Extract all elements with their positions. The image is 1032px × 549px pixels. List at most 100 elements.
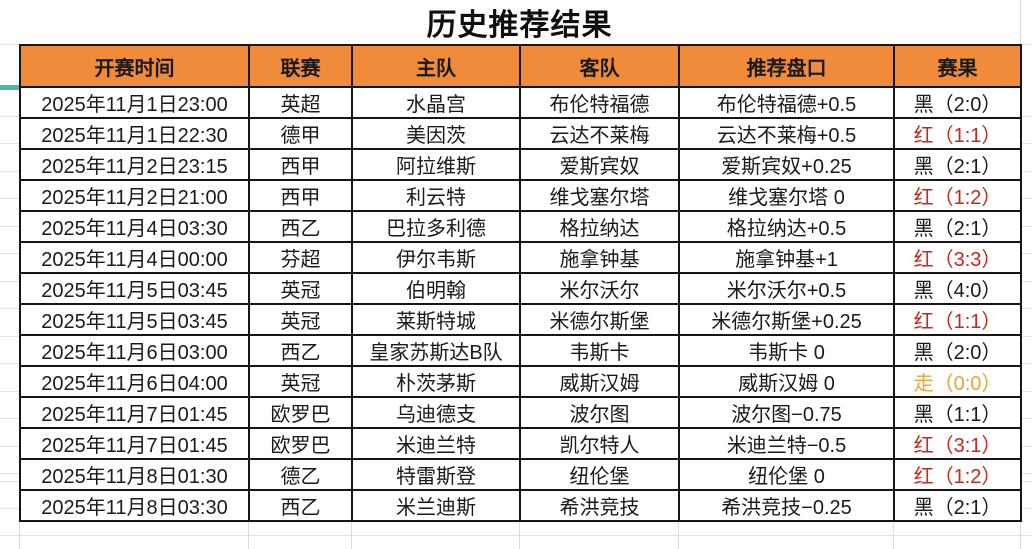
table-row: 2025年11月1日23:00 英超 水晶宫 布伦特福德 布伦特福德+0.5 黑（2:0）	[19, 86, 1022, 119]
cell-away[interactable]: 米德尔斯堡	[519, 303, 680, 336]
cell-time[interactable]: 2025年11月1日23:00	[19, 86, 250, 119]
cell-away[interactable]: 纽伦堡	[519, 458, 680, 491]
cell-result[interactable]: 黑（2:0）	[893, 86, 1022, 119]
cell-time[interactable]: 2025年11月1日22:30	[19, 117, 250, 150]
cell-handicap[interactable]: 波尔图−0.75	[678, 396, 895, 429]
cell-time[interactable]: 2025年11月5日03:45	[19, 303, 250, 336]
cell-league[interactable]: 英超	[248, 86, 353, 119]
cell-home[interactable]: 利云特	[351, 179, 521, 212]
cell-handicap[interactable]: 威斯汉姆 0	[678, 365, 895, 398]
cell-away[interactable]: 格拉纳达	[519, 210, 680, 243]
cell-handicap[interactable]: 爱斯宾奴+0.25	[678, 148, 895, 181]
cell-home[interactable]: 特雷斯登	[351, 458, 521, 491]
cell-home[interactable]: 莱斯特城	[351, 303, 521, 336]
cell-handicap[interactable]: 布伦特福德+0.5	[678, 86, 895, 119]
cell-league[interactable]: 英冠	[248, 303, 353, 336]
cell-time[interactable]: 2025年11月7日01:45	[19, 427, 250, 460]
cell-league[interactable]: 西乙	[248, 334, 353, 367]
cell-league[interactable]: 欧罗巴	[248, 427, 353, 460]
cell-handicap[interactable]: 希洪竞技−0.25	[678, 489, 895, 522]
cell-time[interactable]: 2025年11月5日03:45	[19, 272, 250, 305]
cell-handicap[interactable]: 维戈塞尔塔 0	[678, 179, 895, 212]
cell-away[interactable]: 米尔沃尔	[519, 272, 680, 305]
table-row: 2025年11月7日01:45 欧罗巴 米迪兰特 凯尔特人 米迪兰特−0.5 红（3:1）	[19, 427, 1022, 460]
cell-time[interactable]: 2025年11月6日03:00	[19, 334, 250, 367]
cell-away[interactable]: 波尔图	[519, 396, 680, 429]
cell-result[interactable]: 黑（1:1）	[893, 396, 1022, 429]
cell-home[interactable]: 巴拉多利德	[351, 210, 521, 243]
cell-home[interactable]: 伊尔韦斯	[351, 241, 521, 274]
cell-time[interactable]: 2025年11月8日01:30	[19, 458, 250, 491]
cell-away[interactable]: 云达不莱梅	[519, 117, 680, 150]
table-row: 2025年11月8日03:30 西乙 米兰迪斯 希洪竞技 希洪竞技−0.25 黑（2:1）	[19, 489, 1022, 522]
column-header-time[interactable]: 开赛时间	[19, 44, 250, 88]
cell-handicap[interactable]: 韦斯卡 0	[678, 334, 895, 367]
column-header-home[interactable]: 主队	[351, 44, 521, 88]
cell-league[interactable]: 英冠	[248, 365, 353, 398]
column-header-league[interactable]: 联赛	[248, 44, 353, 88]
cell-league[interactable]: 欧罗巴	[248, 396, 353, 429]
cell-home[interactable]: 朴茨茅斯	[351, 365, 521, 398]
cell-time[interactable]: 2025年11月4日00:00	[19, 241, 250, 274]
cell-result[interactable]: 红（1:1）	[893, 303, 1022, 336]
cell-league[interactable]: 西甲	[248, 179, 353, 212]
column-header-result[interactable]: 赛果	[893, 44, 1022, 88]
table-row: 2025年11月4日00:00 芬超 伊尔韦斯 施拿钟基 施拿钟基+1 红（3:3）	[19, 241, 1022, 274]
cell-league[interactable]: 西甲	[248, 148, 353, 181]
cell-handicap[interactable]: 格拉纳达+0.5	[678, 210, 895, 243]
column-header-handicap[interactable]: 推荐盘口	[678, 44, 895, 88]
cell-away[interactable]: 韦斯卡	[519, 334, 680, 367]
cell-league[interactable]: 英冠	[248, 272, 353, 305]
column-header-away[interactable]: 客队	[519, 44, 680, 88]
cell-away[interactable]: 威斯汉姆	[519, 365, 680, 398]
cell-result[interactable]: 红（3:1）	[893, 427, 1022, 460]
cell-handicap[interactable]: 施拿钟基+1	[678, 241, 895, 274]
cell-league[interactable]: 西乙	[248, 489, 353, 522]
table-row: 2025年11月5日03:45 英冠 莱斯特城 米德尔斯堡 米德尔斯堡+0.25 红（1:…	[19, 303, 1022, 336]
cell-away[interactable]: 希洪竞技	[519, 489, 680, 522]
cell-result[interactable]: 走（0:0）	[893, 365, 1022, 398]
cell-result[interactable]: 红（1:2）	[893, 179, 1022, 212]
cell-result[interactable]: 黑（2:1）	[893, 489, 1022, 522]
cell-away[interactable]: 凯尔特人	[519, 427, 680, 460]
cell-league[interactable]: 德甲	[248, 117, 353, 150]
cell-away[interactable]: 爱斯宾奴	[519, 148, 680, 181]
cell-home[interactable]: 阿拉维斯	[351, 148, 521, 181]
table-row: 2025年11月5日03:45 英冠 伯明翰 米尔沃尔 米尔沃尔+0.5 黑（4:0）	[19, 272, 1022, 305]
cell-result[interactable]: 黑（2:1）	[893, 148, 1022, 181]
cell-handicap[interactable]: 米德尔斯堡+0.25	[678, 303, 895, 336]
cell-away[interactable]: 布伦特福德	[519, 86, 680, 119]
cell-handicap[interactable]: 云达不莱梅+0.5	[678, 117, 895, 150]
cell-handicap[interactable]: 米尔沃尔+0.5	[678, 272, 895, 305]
cell-home[interactable]: 美因茨	[351, 117, 521, 150]
cell-home[interactable]: 水晶宫	[351, 86, 521, 119]
cell-home[interactable]: 米兰迪斯	[351, 489, 521, 522]
cell-time[interactable]: 2025年11月4日03:30	[19, 210, 250, 243]
cell-handicap[interactable]: 米迪兰特−0.5	[678, 427, 895, 460]
cell-result[interactable]: 红（1:2）	[893, 458, 1022, 491]
cell-result[interactable]: 红（3:3）	[893, 241, 1022, 274]
sheet-title-cell[interactable]: 历史推荐结果	[19, 0, 1020, 44]
cell-away[interactable]: 维戈塞尔塔	[519, 179, 680, 212]
table-body: 2025年11月1日23:00 英超 水晶宫 布伦特福德 布伦特福德+0.5 黑（2:0）…	[19, 86, 1022, 522]
cell-result[interactable]: 黑（2:0）	[893, 334, 1022, 367]
cell-handicap[interactable]: 纽伦堡 0	[678, 458, 895, 491]
cell-home[interactable]: 米迪兰特	[351, 427, 521, 460]
cell-league[interactable]: 芬超	[248, 241, 353, 274]
table-row: 2025年11月6日04:00 英冠 朴茨茅斯 威斯汉姆 威斯汉姆 0 走（0:0）	[19, 365, 1022, 398]
cell-time[interactable]: 2025年11月8日03:30	[19, 489, 250, 522]
cell-home[interactable]: 伯明翰	[351, 272, 521, 305]
cell-time[interactable]: 2025年11月2日21:00	[19, 179, 250, 212]
cell-result[interactable]: 黑（2:1）	[893, 210, 1022, 243]
results-table: 开赛时间 联赛 主队 客队 推荐盘口 赛果 2025年11月1日23:00 英超 水晶宫 布伦特…	[19, 44, 1022, 522]
cell-time[interactable]: 2025年11月7日01:45	[19, 396, 250, 429]
cell-result[interactable]: 黑（4:0）	[893, 272, 1022, 305]
cell-time[interactable]: 2025年11月6日04:00	[19, 365, 250, 398]
cell-league[interactable]: 西乙	[248, 210, 353, 243]
cell-result[interactable]: 红（1:1）	[893, 117, 1022, 150]
cell-home[interactable]: 乌迪德支	[351, 396, 521, 429]
cell-time[interactable]: 2025年11月2日23:15	[19, 148, 250, 181]
cell-league[interactable]: 德乙	[248, 458, 353, 491]
cell-home[interactable]: 皇家苏斯达B队	[351, 334, 521, 367]
cell-away[interactable]: 施拿钟基	[519, 241, 680, 274]
